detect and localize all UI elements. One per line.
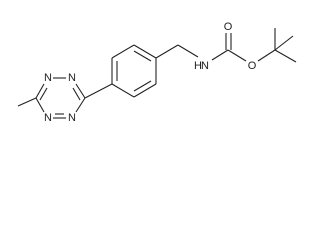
bond — [84, 83, 113, 99]
atom-label: H — [194, 60, 202, 72]
bond — [72, 87, 81, 101]
bond — [227, 49, 247, 62]
bond — [274, 49, 297, 63]
bond — [111, 44, 135, 59]
bond — [111, 83, 135, 98]
bond — [133, 44, 157, 59]
bond — [75, 97, 86, 113]
atom-label: N — [201, 60, 209, 72]
bond — [211, 49, 229, 61]
bond — [39, 87, 48, 101]
bond — [274, 35, 294, 51]
atom-label: N — [44, 72, 52, 84]
atom-label: N — [68, 72, 76, 84]
bond — [155, 44, 179, 59]
structure-diagram: N N N N N H O O — [17, 21, 297, 124]
bond — [177, 44, 199, 58]
bond — [133, 50, 152, 62]
bond — [257, 49, 276, 62]
atom-label: N — [44, 112, 52, 124]
atom-label: O — [224, 21, 233, 33]
bond — [35, 97, 45, 113]
bond — [17, 97, 37, 107]
bond — [75, 83, 86, 99]
bond — [133, 83, 157, 98]
atom-label: O — [248, 60, 257, 72]
atom-label: N — [68, 112, 76, 124]
bond — [35, 83, 45, 99]
bond — [133, 80, 152, 92]
